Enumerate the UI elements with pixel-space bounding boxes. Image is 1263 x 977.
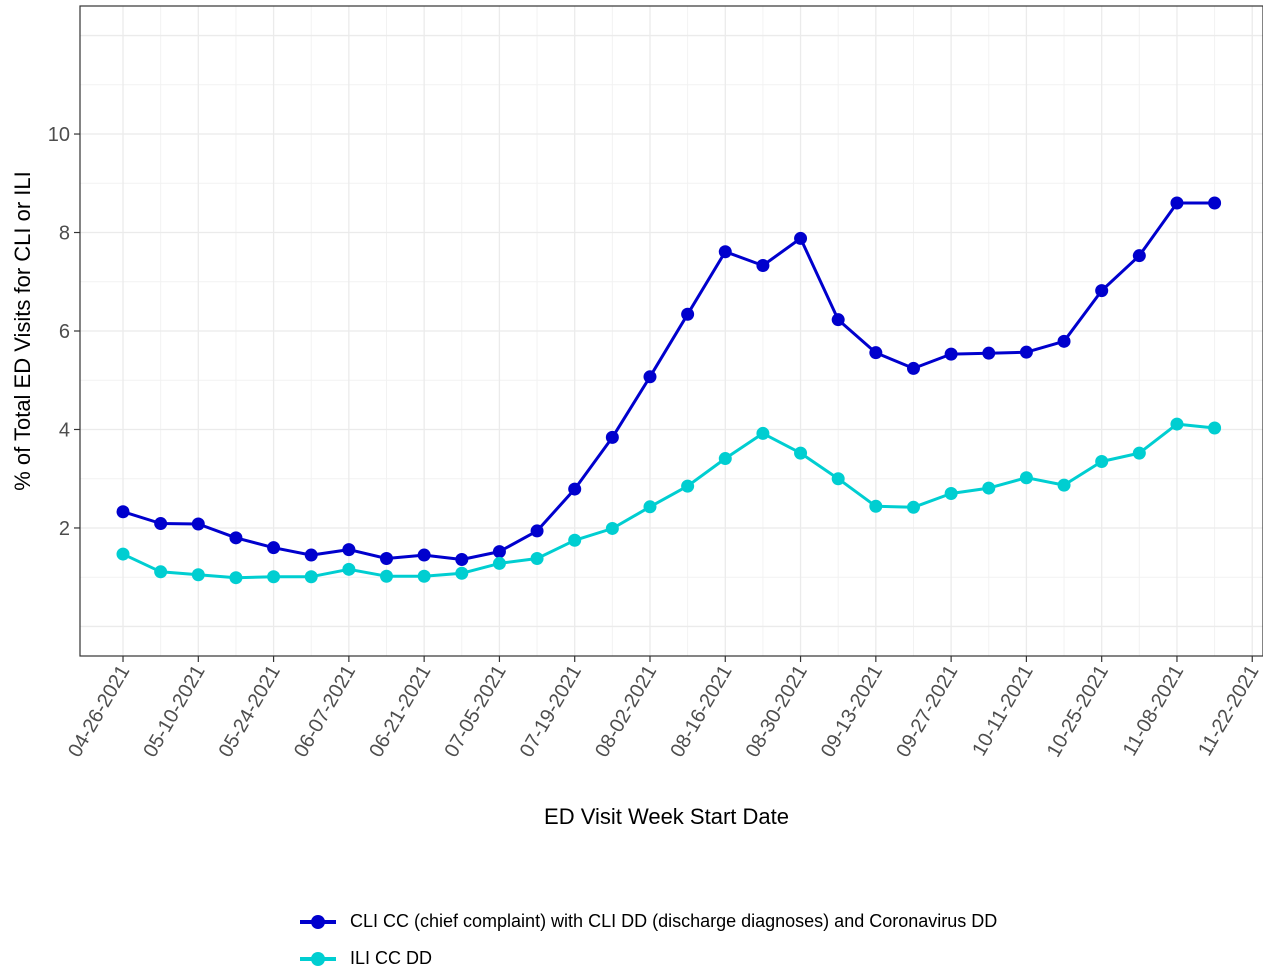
series-line [122,201,1215,561]
series-layer [116,196,1222,585]
series-1 [116,196,1222,566]
data-point [1208,421,1222,435]
y-tick-label: 4 [59,419,70,441]
data-point [869,346,883,360]
data-point [492,556,506,570]
x-tick-label: 11-22-2021 [1194,662,1263,760]
data-point [643,500,657,514]
x-tick-label: 04-26-2021 [64,662,134,762]
data-point [342,543,356,557]
data-point [681,307,695,321]
data-point [380,552,394,565]
legend: CLI CC (chief complaint) with CLI DD (di… [300,903,997,977]
x-tick-label: 10-25-2021 [1043,662,1113,762]
x-tick-label: 08-02-2021 [591,662,661,762]
x-tick-label: 05-24-2021 [215,662,285,762]
data-point [1095,284,1109,298]
data-point [756,426,770,440]
data-point [1057,334,1071,348]
data-point [681,479,695,493]
data-point [982,481,996,495]
data-point [1208,196,1222,210]
y-tick-label: 8 [59,223,70,245]
data-point [1132,249,1146,263]
data-point [1095,454,1109,468]
data-point [605,521,619,535]
data-point [455,552,469,566]
data-point [794,231,808,245]
data-point [530,552,544,565]
data-point [455,566,469,580]
data-point [831,472,845,486]
y-tick-label: 10 [48,124,70,146]
data-point [154,565,168,579]
x-tick-label: 06-07-2021 [290,662,360,762]
data-point [1019,471,1033,485]
data-point [982,346,996,360]
x-tick-label: 09-27-2021 [892,662,962,762]
x-tick-label: 11-08-2021 [1119,662,1188,760]
legend-key-ili [300,949,336,969]
data-point [417,548,431,562]
x-axis-title: ED Visit Week Start Date [544,804,789,829]
data-point [906,500,920,514]
data-point [718,245,732,259]
data-point [116,547,130,561]
data-point [191,568,205,582]
x-tick-label: 10-11-2021 [968,662,1037,760]
data-point [869,499,883,513]
data-point [568,482,582,496]
x-axis: 04-26-2021 05-10-2021 05-24-2021 06-07-2021… [64,656,1263,761]
series-2 [116,417,1222,585]
data-point [831,313,845,327]
data-point [229,531,243,545]
data-point [605,430,619,444]
legend-key-cli [300,912,336,932]
data-point [1170,417,1184,431]
series-line [122,422,1215,580]
x-tick-label: 07-19-2021 [516,662,586,762]
data-point [1170,196,1184,210]
data-point [342,562,356,576]
data-point [643,370,657,384]
data-point [304,548,318,562]
data-point [568,533,582,547]
x-tick-label: 08-16-2021 [666,662,736,762]
data-point [1132,446,1146,460]
data-point [944,347,958,361]
x-tick-label: 08-30-2021 [742,662,812,762]
y-tick-label: 2 [59,518,70,540]
x-tick-label: 06-21-2021 [365,662,435,762]
x-tick-label: 09-13-2021 [817,662,887,762]
data-point [906,361,920,375]
data-point [530,524,544,538]
data-point [756,259,770,273]
major-gridlines [80,6,1263,656]
legend-label-cli: CLI CC (chief complaint) with CLI DD (di… [350,911,998,931]
data-point [191,517,205,531]
data-point [380,569,394,583]
data-point [1019,345,1033,359]
data-point [718,452,732,466]
data-point [267,541,281,555]
legend-label-ili: ILI CC DD [350,948,433,968]
data-point [1057,478,1071,492]
y-tick-label: 6 [59,321,70,343]
data-point [417,569,431,583]
x-tick-label: 07-05-2021 [441,662,511,762]
data-point [154,517,168,531]
data-point [794,446,808,460]
data-point [229,571,243,585]
data-point [944,487,958,500]
x-tick-label: 05-10-2021 [139,662,209,762]
legend-item-cli: CLI CC (chief complaint) with CLI DD (di… [300,903,997,940]
data-point [304,570,318,584]
y-axis: 2 4 6 8 10 [48,124,80,540]
data-point [492,545,506,559]
data-point [267,570,281,584]
data-point [116,505,130,519]
y-axis-title: % of Total ED Visits for CLI or ILI [10,171,35,491]
legend-item-ili: ILI CC DD [300,940,997,977]
